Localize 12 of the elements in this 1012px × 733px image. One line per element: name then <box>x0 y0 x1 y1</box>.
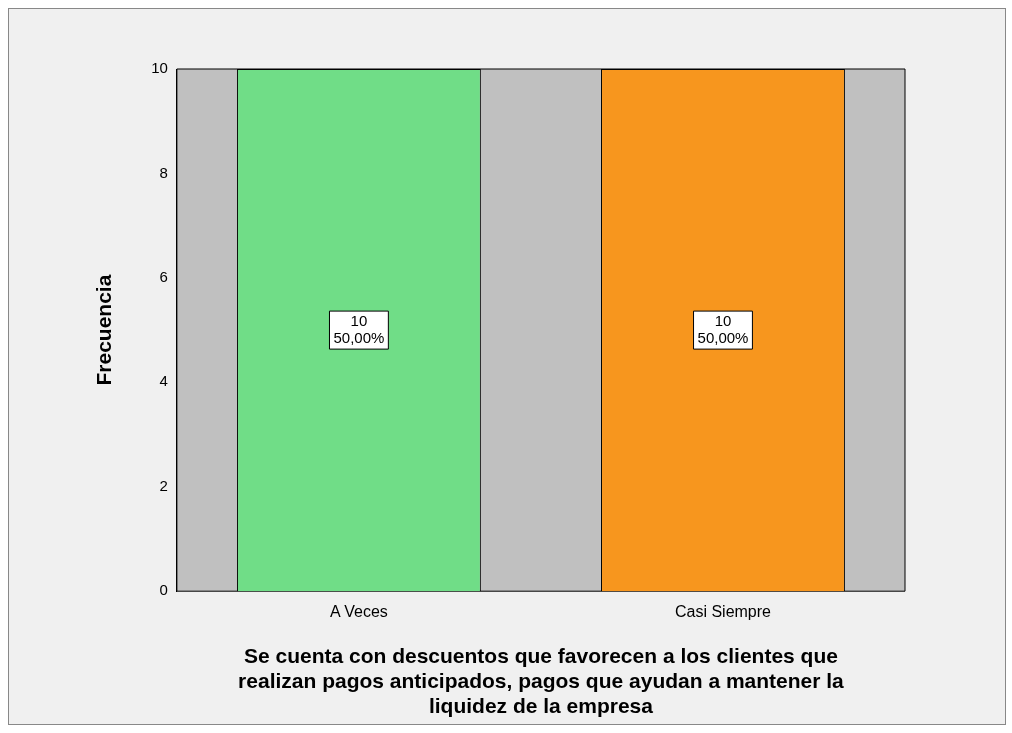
x-axis-title: Se cuenta con descuentos que favorecen a los clientes que realizan pagos anticipados, pagos que ayudan a mantener la liquidez de la empresa <box>238 643 845 718</box>
y-tick-label: 6 <box>159 268 168 286</box>
y-tick-label: 10 <box>151 59 168 77</box>
y-tick-label: 8 <box>159 163 168 181</box>
y-tick-label: 0 <box>159 581 168 599</box>
y-axis-title: Frecuencia <box>92 274 116 386</box>
data-label: 10 50,00% <box>697 311 749 346</box>
x-tick-label: Casi Siempre <box>674 603 772 621</box>
data-label: 10 50,00% <box>333 311 385 346</box>
y-tick-label: 4 <box>159 372 168 390</box>
x-tick-label: A Veces <box>330 603 388 621</box>
y-tick-label: 2 <box>159 476 168 494</box>
